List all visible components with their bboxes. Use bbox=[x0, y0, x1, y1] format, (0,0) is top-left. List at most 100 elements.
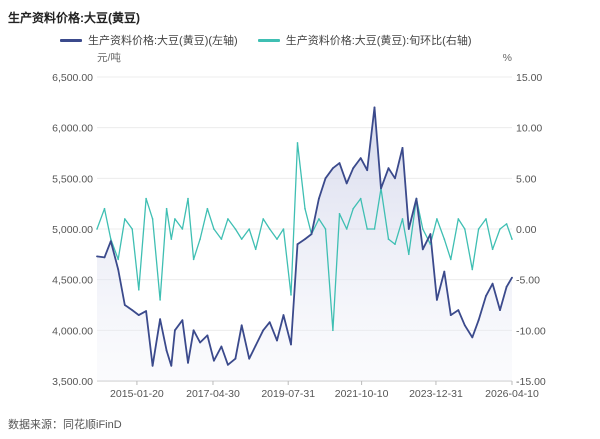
legend-swatch-price bbox=[60, 38, 82, 42]
data-point-mom bbox=[338, 213, 341, 215]
data-point-price bbox=[463, 324, 466, 327]
data-point-mom bbox=[485, 218, 487, 220]
data-point-mom bbox=[174, 218, 176, 220]
data-point-mom bbox=[477, 228, 480, 230]
data-point-mom bbox=[199, 238, 201, 240]
legend-swatch-mom bbox=[257, 38, 280, 42]
x-axis: 2015-01-20 2017-04-30 2019-07-31 2021-10-10… bbox=[110, 381, 539, 400]
right-tick-label: 5.00 bbox=[516, 173, 537, 185]
legend-label-mom: 生产资料价格:大豆(黄豆):旬环比(右轴) bbox=[285, 35, 472, 47]
data-point-price bbox=[296, 243, 299, 246]
series-line-mom bbox=[96, 142, 513, 331]
price-area-fill bbox=[97, 107, 512, 382]
data-point-price bbox=[262, 329, 265, 332]
data-point-price bbox=[170, 364, 173, 367]
data-point-mom bbox=[220, 238, 223, 240]
data-point-price bbox=[109, 240, 112, 243]
data-point-mom bbox=[151, 218, 154, 220]
data-point-mom bbox=[96, 228, 98, 230]
left-tick-label: 6,000.00 bbox=[52, 123, 93, 135]
data-point-price bbox=[304, 238, 306, 241]
left-tick-label: 5,500.00 bbox=[52, 173, 93, 185]
data-point-mom bbox=[282, 228, 285, 230]
data-point-mom bbox=[206, 207, 209, 210]
data-point-mom bbox=[332, 329, 334, 332]
data-point-mom bbox=[443, 238, 446, 240]
data-point-mom bbox=[394, 243, 396, 245]
data-point-price bbox=[373, 106, 376, 109]
data-point-mom bbox=[422, 228, 424, 230]
data-point-price bbox=[415, 197, 418, 200]
x-tick-label: 2015-01-20 bbox=[110, 388, 164, 400]
legend-label-price: 生产资料价格:大豆(黄豆)(左轴) bbox=[88, 35, 238, 47]
data-point-mom bbox=[408, 253, 410, 256]
legend-item-mom[interactable]: 生产资料价格:大豆(黄豆):旬环比(右轴) bbox=[257, 32, 472, 48]
data-point-mom bbox=[296, 142, 299, 144]
data-point-price bbox=[137, 314, 140, 316]
data-point-price bbox=[407, 228, 410, 230]
left-tick-label: 4,000.00 bbox=[52, 325, 93, 337]
data-point-price bbox=[145, 310, 148, 312]
data-point-price bbox=[248, 357, 251, 360]
data-point-price bbox=[213, 359, 215, 362]
data-point-price bbox=[485, 295, 487, 297]
data-point-price bbox=[366, 169, 369, 172]
data-point-price bbox=[159, 318, 162, 321]
data-point-price bbox=[324, 177, 327, 180]
data-point-mom bbox=[499, 228, 501, 230]
data-point-price bbox=[268, 321, 271, 324]
right-tick-label: 10.00 bbox=[516, 123, 542, 135]
data-point-price bbox=[96, 255, 98, 258]
data-point-mom bbox=[450, 258, 452, 261]
data-point-mom bbox=[187, 197, 189, 200]
data-point-mom bbox=[345, 228, 348, 230]
left-tick-label: 3,500.00 bbox=[52, 376, 93, 388]
data-point-price bbox=[199, 341, 202, 344]
data-point-price bbox=[174, 329, 176, 332]
data-point-price bbox=[227, 363, 229, 366]
chart-title: 生产资料价格:大豆(黄豆) bbox=[8, 11, 140, 25]
data-point-price bbox=[380, 187, 382, 190]
right-tick-label: -15.00 bbox=[516, 376, 546, 388]
data-point-price bbox=[457, 309, 460, 311]
data-point-price bbox=[131, 309, 134, 311]
data-point-price bbox=[240, 324, 243, 327]
right-tick-label: 0.00 bbox=[516, 224, 537, 236]
data-point-mom bbox=[227, 218, 229, 220]
data-point-mom bbox=[290, 294, 292, 296]
data-point-price bbox=[181, 319, 184, 322]
right-axis-unit: % bbox=[503, 52, 512, 64]
data-point-mom bbox=[240, 238, 243, 240]
data-point-mom bbox=[262, 218, 265, 220]
right-axis: 15.00 10.00 5.00 0.00 -5.00 -10.00 -15.00 bbox=[516, 72, 546, 388]
data-point-mom bbox=[471, 268, 474, 271]
left-tick-label: 4,500.00 bbox=[52, 275, 93, 287]
data-point-price bbox=[401, 147, 404, 149]
data-source-note: 数据来源：同花顺iFinD bbox=[8, 419, 122, 431]
data-point-mom bbox=[159, 299, 161, 301]
left-tick-label: 5,000.00 bbox=[52, 224, 93, 236]
data-point-price bbox=[165, 349, 168, 352]
data-point-mom bbox=[373, 228, 376, 230]
data-point-price bbox=[318, 197, 320, 200]
data-point-mom bbox=[170, 238, 173, 240]
right-tick-label: -5.00 bbox=[516, 275, 540, 287]
data-point-price bbox=[443, 270, 446, 273]
data-point-price bbox=[206, 334, 209, 337]
x-tick-label: 2019-07-31 bbox=[261, 388, 315, 400]
data-point-mom bbox=[192, 258, 195, 261]
data-point-mom bbox=[110, 238, 112, 240]
data-point-price bbox=[103, 256, 106, 259]
data-point-mom bbox=[352, 207, 355, 210]
plot-area bbox=[96, 106, 513, 382]
data-point-mom bbox=[505, 223, 508, 225]
data-point-price bbox=[220, 345, 223, 348]
legend-item-price[interactable]: 生产资料价格:大豆(黄豆)(左轴) bbox=[60, 32, 238, 48]
data-point-price bbox=[338, 162, 341, 165]
data-point-mom bbox=[401, 218, 404, 220]
data-point-price bbox=[332, 167, 334, 170]
data-point-price bbox=[421, 248, 424, 251]
data-point-price bbox=[234, 357, 237, 360]
data-point-price bbox=[345, 182, 348, 185]
data-point-price bbox=[276, 339, 278, 342]
